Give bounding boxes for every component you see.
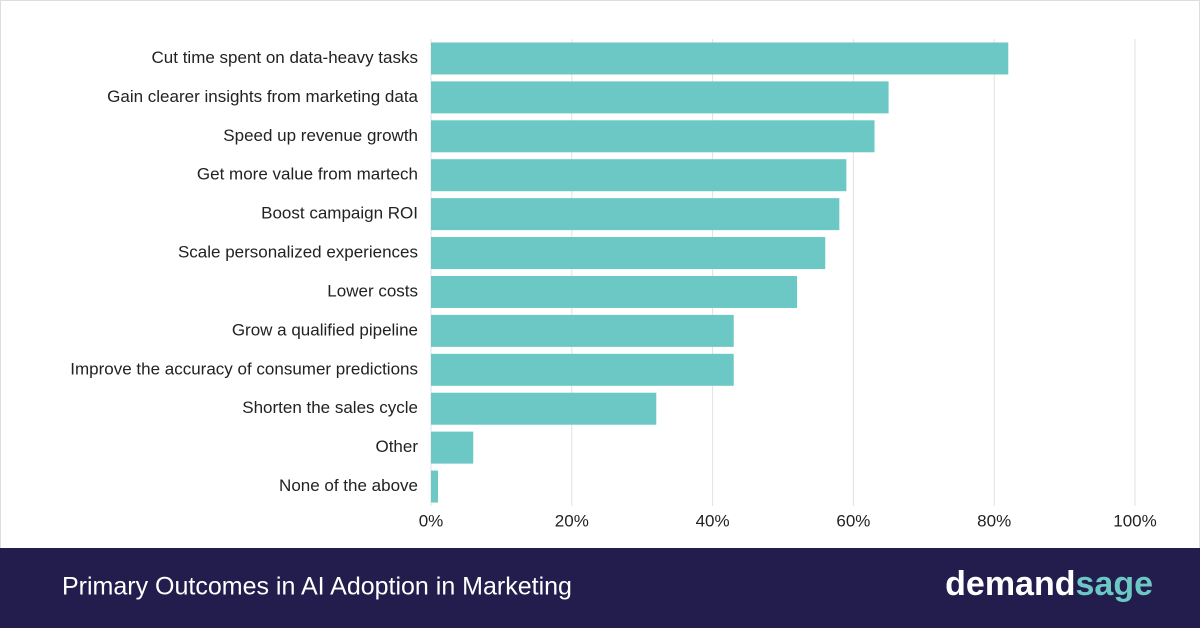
logo-second: sage (1076, 565, 1154, 603)
bar (431, 353, 734, 386)
x-tick-label: 40% (696, 511, 730, 530)
bar (431, 198, 840, 231)
bar (431, 81, 889, 114)
bar (431, 392, 657, 425)
y-tick-label: Improve the accuracy of consumer predict… (70, 359, 418, 378)
bar (431, 159, 847, 192)
chart-title: Primary Outcomes in AI Adoption in Marke… (62, 573, 572, 601)
footer (0, 548, 1200, 628)
y-tick-label: Scale personalized experiences (178, 243, 418, 262)
logo-first: demand (945, 565, 1075, 603)
y-tick-label: Grow a qualified pipeline (232, 320, 418, 339)
x-tick-label: 100% (1113, 511, 1156, 530)
y-tick-label: Boost campaign ROI (261, 204, 418, 223)
bar (431, 237, 826, 270)
x-tick-label: 0% (419, 511, 444, 530)
y-tick-label: Cut time spent on data-heavy tasks (152, 48, 418, 67)
logo: demandsage (945, 565, 1153, 603)
y-tick-label: Speed up revenue growth (223, 126, 418, 145)
y-tick-label: Lower costs (327, 281, 418, 300)
y-tick-label: Gain clearer insights from marketing dat… (107, 87, 418, 106)
bar (431, 470, 439, 503)
bar (431, 42, 1009, 75)
y-tick-label: None of the above (279, 476, 418, 495)
bar (431, 314, 734, 347)
y-tick-label: Other (375, 437, 418, 456)
y-tick-label: Get more value from martech (197, 165, 418, 184)
x-tick-label: 20% (555, 511, 589, 530)
x-tick-label: 60% (836, 511, 870, 530)
bar (431, 275, 798, 308)
bar (431, 120, 875, 153)
plot: 0% 20% 40% 60% 80% 100% Cut time spent on data… (70, 39, 1157, 530)
bar (431, 431, 474, 464)
x-tick-label: 80% (977, 511, 1011, 530)
y-tick-label: Shorten the sales cycle (242, 398, 418, 417)
